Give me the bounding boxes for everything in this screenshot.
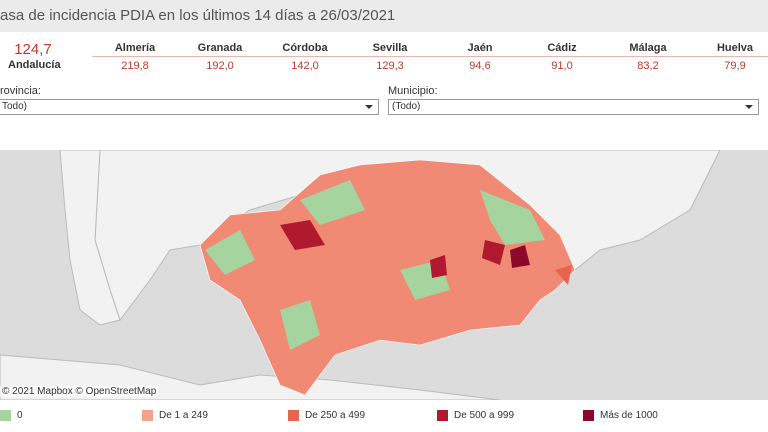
province-name: Málaga xyxy=(629,42,667,54)
legend-label: 0 xyxy=(17,410,23,422)
province-value: 94,6 xyxy=(469,60,491,72)
legend-swatch xyxy=(0,410,11,421)
dropdown[interactable]: Todo) xyxy=(0,99,379,115)
province-name: Jaén xyxy=(467,42,493,54)
legend-item: De 500 a 999 xyxy=(437,410,514,421)
summary-value: 124,7 xyxy=(14,41,52,58)
legend-swatch xyxy=(437,410,448,421)
province-name: Almería xyxy=(114,42,156,54)
divider xyxy=(92,56,768,57)
province-value: 83,2 xyxy=(637,60,659,72)
dropdown[interactable]: (Todo) xyxy=(388,99,759,115)
province-value: 79,9 xyxy=(724,60,746,72)
title: asa de incidencia PDIA en los últimos 14… xyxy=(0,7,396,24)
province-name: Córdoba xyxy=(282,42,328,54)
map xyxy=(0,150,768,400)
legend-label: Más de 1000 xyxy=(600,410,658,422)
province-name: Cádiz xyxy=(547,42,577,54)
province-value: 129,3 xyxy=(376,60,404,72)
legend-swatch xyxy=(142,410,153,421)
legend-item: De 1 a 249 xyxy=(142,410,208,421)
legend-label: De 250 a 499 xyxy=(305,410,366,422)
legend-item: Más de 1000 xyxy=(583,410,658,421)
summary-label: Andalucía xyxy=(8,59,61,71)
legend-label: De 1 a 249 xyxy=(159,410,208,422)
legend-swatch xyxy=(288,410,299,421)
province-name: Sevilla xyxy=(372,42,408,54)
province-value: 219,8 xyxy=(121,60,149,72)
province-value: 91,0 xyxy=(551,60,573,72)
filter-label: Municipio: xyxy=(388,85,438,97)
title-bar: asa de incidencia PDIA en los últimos 14… xyxy=(0,0,768,32)
legend-swatch xyxy=(583,410,594,421)
legend-label: De 500 a 999 xyxy=(454,410,515,422)
province-value: 192,0 xyxy=(206,60,234,72)
filter-label: rovincia: xyxy=(0,85,41,97)
legend-item: 0 xyxy=(0,410,23,421)
province-value: 142,0 xyxy=(291,60,319,72)
province-name: Granada xyxy=(197,42,243,54)
legend-item: De 250 a 499 xyxy=(288,410,365,421)
attribution: © 2021 Mapbox © OpenStreetMap xyxy=(0,386,159,397)
province-name: Huelva xyxy=(716,42,754,54)
